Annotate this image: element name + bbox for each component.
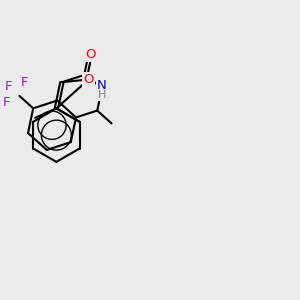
Text: O: O bbox=[83, 73, 94, 86]
Text: H: H bbox=[98, 90, 106, 100]
Text: F: F bbox=[5, 80, 13, 93]
Text: F: F bbox=[21, 76, 28, 89]
Text: N: N bbox=[97, 79, 107, 92]
Text: F: F bbox=[3, 96, 11, 109]
Text: O: O bbox=[85, 48, 95, 61]
